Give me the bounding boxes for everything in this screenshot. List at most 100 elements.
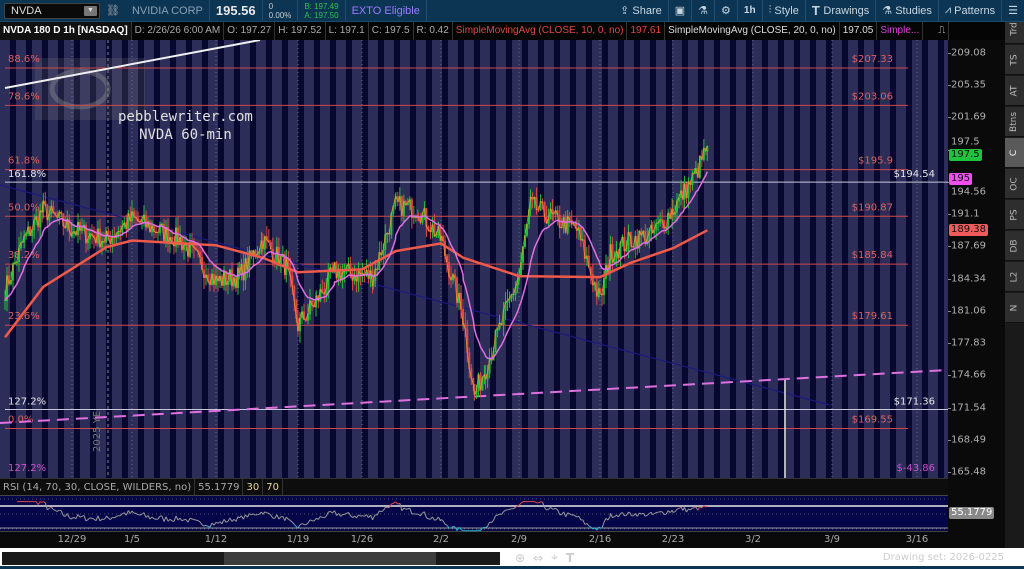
rsi-segment: [203, 524, 207, 527]
text-tool-icon[interactable]: T: [565, 550, 575, 565]
scrollbar-thumb[interactable]: [224, 552, 436, 565]
sidebar-tab-at[interactable]: AT: [1005, 76, 1024, 106]
rsi-segment: [701, 505, 705, 509]
settings-button[interactable]: ⚙: [715, 0, 738, 21]
drawing-set[interactable]: Drawing set: 2026-0225: [882, 552, 1004, 563]
style-button[interactable]: ⫶ Style: [763, 0, 806, 21]
price-chart[interactable]: 88.6% $207.33 78.6% $203.06 61.8% $195.9 50.0%…: [0, 40, 948, 478]
sidebar-tab-label: Trd: [1009, 22, 1020, 36]
rsi-segment: [131, 510, 135, 514]
pan-icon[interactable]: ⇔: [533, 550, 544, 565]
rsi-segment: [680, 506, 684, 511]
rsi-segment: [44, 502, 48, 511]
price-tick-mark: [948, 471, 951, 473]
rsi-segment: [43, 501, 46, 504]
price-tick-label: 168.49: [951, 434, 986, 446]
rsi-segment: [671, 510, 674, 513]
study-sma-10[interactable]: SimpleMovingAvg (CLOSE, 10, 0, no): [453, 22, 628, 40]
symbol-selector[interactable]: NVDA ▼: [4, 2, 100, 19]
flask-button[interactable]: ⚗: [692, 0, 716, 21]
rsi-segment: [436, 516, 439, 520]
rsi-segment: [235, 516, 239, 522]
date-tick-label: 12/29: [57, 534, 87, 545]
rsi-segment: [253, 513, 256, 516]
rsi-segment: [344, 512, 347, 515]
rsi-segment: [173, 515, 177, 522]
rsi-segment: [458, 526, 462, 530]
study-settings-icon[interactable]: ⎍: [935, 22, 950, 40]
rsi-segment: [358, 514, 361, 517]
rsi-segment: [423, 511, 427, 518]
price-tick-mark: [948, 343, 951, 345]
rsi-segment: [620, 512, 623, 514]
studies-button[interactable]: ⚗ Studies: [876, 0, 939, 21]
price-marker-label: 195: [949, 172, 973, 185]
rsi-segment: [376, 510, 380, 516]
menu-button[interactable]: ☰: [1002, 0, 1024, 21]
price-tick-mark: [948, 278, 951, 280]
rsi-segment: [328, 510, 331, 513]
study-sma-3[interactable]: Simple...: [877, 22, 924, 40]
rsi-label[interactable]: RSI (14, 70, 30, CLOSE, WILDERS, no): [0, 479, 196, 495]
rsi-segment: [285, 516, 289, 520]
rsi-segment: [39, 501, 43, 503]
patterns-button[interactable]: ⩘ Patterns: [939, 0, 1003, 21]
price-marker-label: 189.38: [949, 224, 988, 237]
sidebar-tab-n[interactable]: N: [1005, 293, 1024, 323]
rsi-segment: [379, 510, 382, 513]
rsi-segment: [520, 501, 524, 504]
rsi-segment: [338, 513, 341, 517]
sidebar-tab-db[interactable]: DB: [1005, 231, 1024, 261]
sidebar-tab-trd[interactable]: Trd: [1005, 22, 1024, 44]
study-sma-20[interactable]: SimpleMovingAvg (CLOSE, 20, 0, no): [665, 22, 840, 40]
crosshair-icon[interactable]: ⌖: [551, 550, 558, 564]
rsi-segment: [288, 518, 291, 521]
rsi-segment: [169, 518, 173, 522]
rsi-segment: [95, 515, 99, 521]
fib-pct-label: 38.2%: [8, 250, 40, 261]
sidebar-tab-c[interactable]: C: [1005, 138, 1024, 168]
date-axis[interactable]: 12/29 1/5 1/12 1/19 1/26 2/2 2/9 2/16 2/23 3/2 3/9…: [0, 532, 948, 548]
drawings-button[interactable]: T Drawings: [806, 0, 877, 21]
rsi-segment: [576, 515, 580, 518]
rsi-segment: [70, 517, 73, 520]
price-tick-label: 194.56: [951, 186, 986, 198]
price-line: [4, 145, 708, 396]
share-label: Share: [632, 4, 662, 17]
rsi-segment: [274, 514, 278, 519]
sidebar-tab-oc[interactable]: OC: [1005, 169, 1024, 199]
rsi-segment: [518, 502, 522, 506]
share-button[interactable]: ⇪ Share: [614, 0, 669, 21]
rsi-segment: [325, 511, 329, 517]
zoom-icon[interactable]: ⊕: [515, 550, 526, 565]
timeframe-button[interactable]: 1h: [738, 0, 763, 21]
price-tick-label: 191.1: [951, 208, 980, 220]
rsi-segment: [401, 507, 405, 512]
annotation-site: pebblewriter.com: [118, 109, 253, 125]
rsi-segment: [697, 506, 701, 511]
rsi-segment: [225, 520, 229, 523]
bar-range: R: 0.42: [414, 22, 453, 40]
rsi-segment: [650, 512, 653, 515]
alert-button[interactable]: ▣: [669, 0, 693, 21]
rsi-pane[interactable]: [0, 495, 948, 532]
horizontal-scrollbar[interactable]: [2, 552, 500, 565]
sidebar-tab-ps[interactable]: PS: [1005, 200, 1024, 230]
rsi-segment: [629, 512, 632, 516]
rsi-segment: [240, 515, 244, 520]
sidebar-tab-l2[interactable]: L2: [1005, 262, 1024, 292]
rsi-segment: [517, 504, 520, 507]
price-axis[interactable]: 209.08 205.35 201.69 197.5 194.56 191.1 187.69…: [948, 40, 1005, 550]
sidebar-tab-ts[interactable]: TS: [1005, 45, 1024, 75]
rsi-segment: [596, 526, 600, 531]
price-tick-label: 209.08: [951, 47, 986, 59]
sidebar-tab-btns[interactable]: Btns: [1005, 107, 1024, 137]
link-icon[interactable]: ⛓: [106, 5, 120, 17]
rsi-segment: [171, 520, 175, 522]
rsi-segment: [395, 501, 399, 505]
price-tick-label: 184.34: [951, 273, 986, 285]
rsi-segment: [634, 513, 638, 517]
price-tick-label: 177.83: [951, 337, 986, 349]
year-end-label: 2025 YE: [92, 410, 103, 452]
rsi-segment: [251, 513, 254, 516]
